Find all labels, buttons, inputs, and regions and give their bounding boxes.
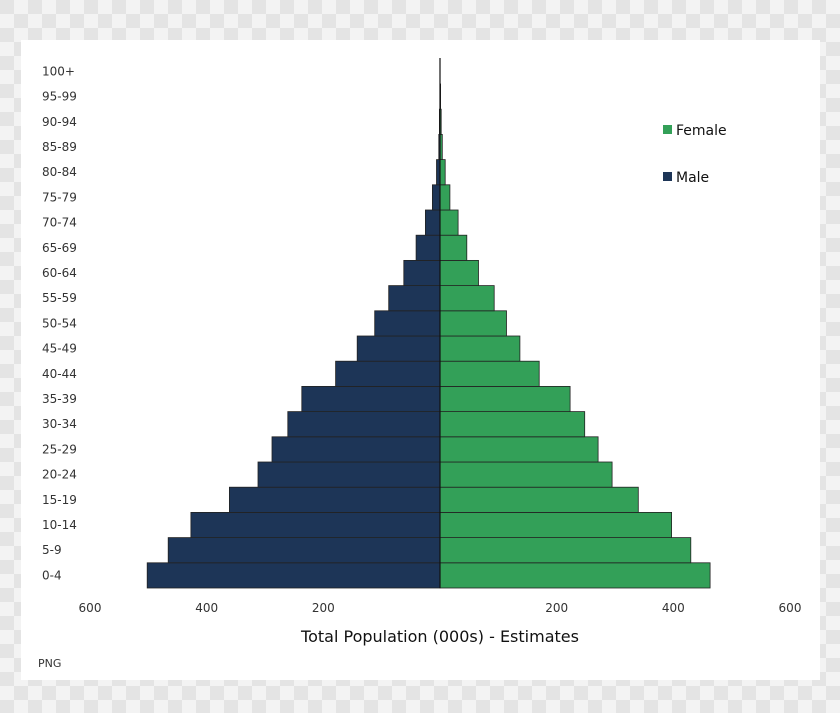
age-group-label: 50-54 [42, 316, 77, 330]
female-bar-20-24 [439, 461, 613, 488]
age-group-label: 10-14 [42, 518, 77, 532]
male-bar-75-79 [431, 184, 441, 211]
legend-swatch-female [663, 125, 672, 134]
x-tick-label: 600 [779, 601, 802, 615]
male-bar-30-34 [287, 411, 441, 438]
male-bar-70-74 [424, 209, 441, 236]
age-group-label: 100+ [42, 64, 75, 78]
male-bar-15-19 [228, 486, 441, 513]
age-group-label: 30-34 [42, 417, 77, 431]
male-bar-65-69 [415, 234, 441, 261]
legend-label-female: Female [676, 123, 727, 139]
female-bar-5-9 [439, 537, 692, 564]
female-bar-75-79 [439, 184, 451, 211]
male-bar-10-14 [190, 512, 441, 539]
age-group-label: 95-99 [42, 90, 77, 104]
age-group-label: 60-64 [42, 266, 77, 280]
female-bar-15-19 [439, 486, 639, 513]
x-axis-title: Total Population (000s) - Estimates [300, 627, 579, 646]
female-bar-35-39 [439, 385, 571, 412]
male-bar-55-59 [388, 285, 441, 312]
male-bar-35-39 [301, 385, 441, 412]
age-group-label: 25-29 [42, 442, 77, 456]
age-group-label: 40-44 [42, 367, 77, 381]
female-bar-40-44 [439, 360, 540, 387]
male-bar-60-64 [403, 259, 441, 286]
female-bar-50-54 [439, 310, 507, 337]
x-tick-label: 200 [545, 601, 568, 615]
female-bar-55-59 [439, 285, 495, 312]
watermark: PNG [38, 657, 62, 670]
female-bar-65-69 [439, 234, 468, 261]
male-bar-45-49 [356, 335, 441, 362]
x-tick-label: 400 [195, 601, 218, 615]
age-group-label: 5-9 [42, 543, 62, 557]
female-bar-60-64 [439, 259, 479, 286]
age-group-label: 85-89 [42, 140, 77, 154]
female-bar-10-14 [439, 512, 673, 539]
female-bar-45-49 [439, 335, 521, 362]
female-bar-70-74 [439, 209, 459, 236]
age-group-label: 70-74 [42, 216, 77, 230]
male-bar-50-54 [374, 310, 441, 337]
age-group-label: 45-49 [42, 342, 77, 356]
female-bar-80-84 [439, 159, 446, 186]
male-bar-40-44 [335, 360, 441, 387]
male-bar-5-9 [167, 537, 441, 564]
legend-label-male: Male [676, 170, 709, 186]
female-bar-30-34 [439, 411, 586, 438]
age-group-label: 90-94 [42, 115, 77, 129]
x-tick-label: 400 [662, 601, 685, 615]
age-group-label: 15-19 [42, 493, 77, 507]
age-group-label: 20-24 [42, 468, 77, 482]
male-bar-25-29 [271, 436, 441, 463]
legend-swatch-male [663, 172, 672, 181]
male-bar-0-4 [146, 562, 441, 589]
age-group-label: 75-79 [42, 190, 77, 204]
age-group-label: 80-84 [42, 165, 77, 179]
x-tick-label: 200 [312, 601, 335, 615]
female-bar-25-29 [439, 436, 599, 463]
female-bar-0-4 [439, 562, 711, 589]
age-group-label: 55-59 [42, 291, 77, 305]
age-group-label: 65-69 [42, 241, 77, 255]
male-bar-20-24 [257, 461, 441, 488]
age-group-label: 35-39 [42, 392, 77, 406]
x-tick-label: 600 [79, 601, 102, 615]
age-group-label: 0-4 [42, 568, 62, 582]
